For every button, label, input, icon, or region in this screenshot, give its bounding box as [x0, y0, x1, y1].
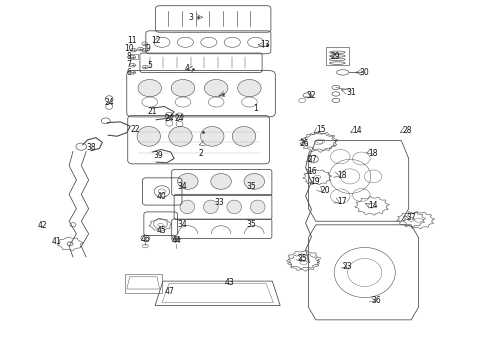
Text: 28: 28 [402, 126, 412, 135]
Text: 38: 38 [86, 143, 96, 152]
Text: 7: 7 [126, 60, 131, 69]
Text: 46: 46 [141, 235, 151, 244]
Text: 3: 3 [189, 13, 194, 22]
Ellipse shape [138, 80, 161, 97]
Text: 21: 21 [147, 107, 157, 116]
Text: 23: 23 [343, 262, 352, 271]
Text: 43: 43 [224, 278, 234, 287]
Text: 20: 20 [321, 186, 330, 195]
Text: 10: 10 [124, 44, 133, 53]
Bar [125, 274, 162, 293]
Text: 9: 9 [146, 44, 151, 53]
Text: 12: 12 [151, 36, 161, 45]
Ellipse shape [137, 126, 160, 146]
Text: 42: 42 [37, 221, 47, 230]
Text: 4: 4 [185, 64, 190, 73]
Text: 26: 26 [300, 139, 309, 148]
Text: 35: 35 [246, 182, 256, 191]
Text: 24: 24 [174, 114, 184, 123]
Text: 44: 44 [172, 237, 181, 246]
Text: 5: 5 [147, 61, 152, 70]
Text: 33: 33 [214, 198, 224, 207]
Text: 25: 25 [298, 254, 307, 263]
Ellipse shape [232, 126, 256, 146]
Text: 8: 8 [126, 52, 131, 61]
Text: 32: 32 [306, 90, 316, 99]
Text: 34: 34 [177, 182, 187, 191]
Text: 36: 36 [371, 296, 381, 305]
Text: 24: 24 [104, 98, 114, 107]
Ellipse shape [177, 174, 198, 189]
Ellipse shape [211, 174, 231, 189]
Text: 22: 22 [130, 125, 140, 134]
Ellipse shape [238, 80, 261, 97]
Text: 37: 37 [406, 213, 416, 222]
Ellipse shape [204, 80, 228, 97]
Text: 27: 27 [308, 155, 317, 164]
Text: 34: 34 [177, 220, 187, 229]
Text: 30: 30 [360, 68, 369, 77]
Text: 18: 18 [337, 171, 346, 180]
Text: 13: 13 [260, 40, 270, 49]
Text: 14: 14 [368, 201, 378, 210]
Text: 1: 1 [253, 104, 258, 113]
Bar [130, 54, 138, 59]
Ellipse shape [250, 200, 265, 214]
Text: 47: 47 [164, 287, 174, 296]
Text: 31: 31 [347, 87, 356, 96]
Ellipse shape [244, 174, 265, 189]
Ellipse shape [200, 126, 224, 146]
Bar [326, 47, 349, 65]
Text: 14: 14 [353, 126, 362, 135]
Text: 39: 39 [153, 151, 163, 160]
Text: 11: 11 [127, 36, 136, 45]
Text: 24: 24 [165, 114, 174, 123]
Text: 6: 6 [126, 68, 131, 77]
Text: 19: 19 [310, 177, 319, 186]
Text: 29: 29 [331, 53, 340, 62]
Text: 2: 2 [198, 149, 203, 158]
Text: 40: 40 [157, 192, 167, 201]
Text: 35: 35 [246, 220, 256, 229]
Ellipse shape [180, 200, 195, 214]
Ellipse shape [171, 80, 195, 97]
Text: 45: 45 [157, 226, 167, 235]
Ellipse shape [227, 200, 242, 214]
Text: 17: 17 [337, 197, 346, 206]
Text: 41: 41 [52, 237, 62, 246]
Text: 18: 18 [368, 149, 378, 158]
Text: 16: 16 [307, 167, 317, 176]
Text: 15: 15 [316, 125, 325, 134]
Ellipse shape [169, 126, 192, 146]
Ellipse shape [203, 200, 218, 214]
